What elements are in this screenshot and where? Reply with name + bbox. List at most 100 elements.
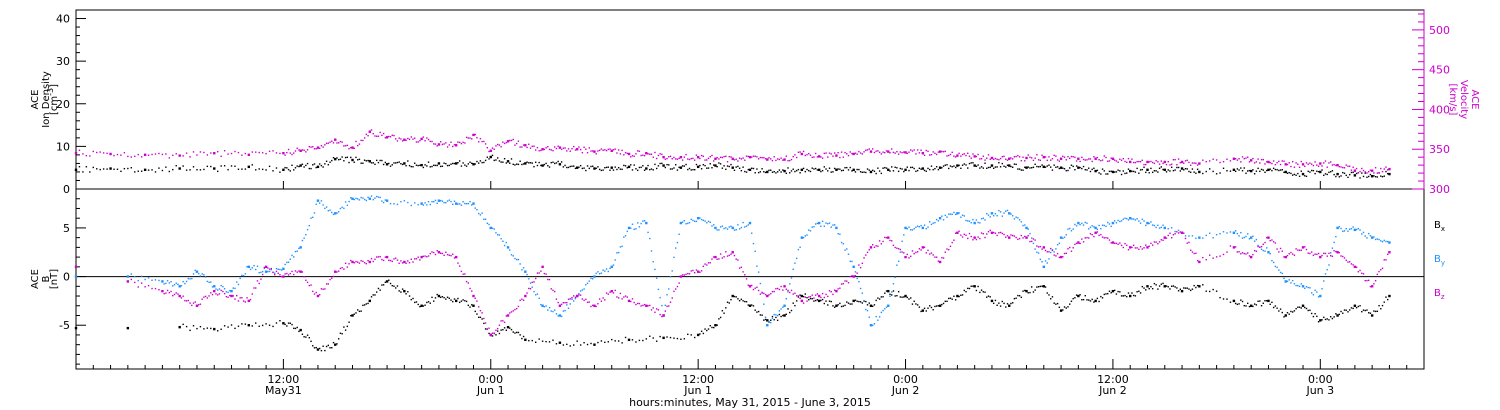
trace-dot-by xyxy=(1257,244,1259,247)
trace-dot-by xyxy=(737,224,739,226)
trace-dot-density xyxy=(711,167,713,169)
trace-dot-velocity xyxy=(564,147,566,149)
trace-dot-by xyxy=(595,272,597,275)
trace-dot-bx xyxy=(1058,306,1061,309)
trace-dot-by xyxy=(460,204,463,206)
trace-dot-bz xyxy=(782,289,784,291)
trace-dot-by xyxy=(503,244,506,247)
trace-dot-density xyxy=(261,168,264,171)
trace-dot-bz xyxy=(372,260,374,263)
trace-dot-bx xyxy=(1262,302,1264,304)
trace-dot-velocity xyxy=(814,152,817,155)
trace-dot-by xyxy=(206,280,209,283)
trace-dot-bx xyxy=(1350,307,1353,309)
trace-dot-by xyxy=(785,298,787,300)
trace-dot-bx xyxy=(1119,291,1121,293)
trace-dot-bz xyxy=(858,264,860,266)
data-point-bz xyxy=(541,265,544,269)
density-axis-title-line: Ion Density xyxy=(41,71,52,128)
trace-dot-velocity xyxy=(1342,166,1344,169)
trace-dot-by xyxy=(1373,236,1375,238)
trace-dot-bz xyxy=(626,296,628,298)
trace-dot-bx xyxy=(719,316,722,319)
trace-dot-bx xyxy=(1279,308,1282,310)
trace-dot-bz xyxy=(484,322,487,324)
trace-dot-bx xyxy=(811,297,813,300)
trace-dot-bx xyxy=(1385,296,1387,298)
trace-dot-by xyxy=(1046,262,1048,264)
trace-dot-bz xyxy=(560,303,563,306)
data-point-velocity xyxy=(541,148,544,151)
trace-dot-bz xyxy=(979,237,981,240)
trace-dot-velocity xyxy=(573,145,575,148)
trace-dot-velocity xyxy=(89,155,91,157)
trace-dot-velocity xyxy=(954,156,957,158)
data-point-bz xyxy=(558,304,562,307)
trace-dot-bz xyxy=(1266,236,1268,239)
trace-dot-bx xyxy=(927,307,929,309)
trace-dot-bz xyxy=(967,237,969,240)
trace-dot-by xyxy=(868,316,870,318)
trace-dot-bz xyxy=(884,236,886,239)
trace-dot-density xyxy=(244,168,247,170)
trace-dot-bz xyxy=(294,270,297,272)
data-point-velocity xyxy=(1388,167,1391,171)
trace-dot-velocity xyxy=(268,150,271,153)
trace-dot-bx xyxy=(363,304,366,306)
trace-dot-velocity xyxy=(82,153,84,155)
trace-dot-bx xyxy=(579,344,582,346)
data-point-velocity xyxy=(109,152,112,156)
trace-dot-velocity xyxy=(296,147,298,150)
trace-dot-bz xyxy=(1027,234,1029,237)
trace-dot-density xyxy=(923,169,926,172)
trace-dot-by xyxy=(676,241,679,244)
trace-dot-by xyxy=(598,272,601,275)
trace-dot-velocity xyxy=(1067,155,1069,158)
trace-dot-by xyxy=(535,294,537,296)
trace-dot-density xyxy=(550,161,552,164)
trace-dot-bx xyxy=(590,342,592,345)
trace-dot-velocity xyxy=(1145,163,1147,166)
trace-dot-by xyxy=(792,268,794,270)
trace-dot-bx xyxy=(1266,300,1268,302)
trace-dot-velocity xyxy=(897,153,900,155)
trace-dot-by xyxy=(1082,224,1085,226)
trace-dot-bx xyxy=(930,306,933,309)
trace-dot-density xyxy=(496,157,499,159)
trace-dot-bz xyxy=(961,236,964,238)
trace-dot-by xyxy=(624,235,627,237)
trace-dot-density xyxy=(320,164,323,167)
legend-entry-bx: Bx xyxy=(1434,220,1445,233)
trace-dot-by xyxy=(256,265,259,267)
trace-dot-bx xyxy=(821,298,824,301)
data-point-bx xyxy=(1336,314,1339,317)
data-point-density xyxy=(783,169,786,173)
data-point-by xyxy=(1301,285,1305,288)
data-point-bx xyxy=(1146,285,1149,288)
trace-dot-velocity xyxy=(398,137,400,139)
trace-dot-bx xyxy=(1362,309,1365,311)
trace-dot-velocity xyxy=(120,154,122,156)
trace-dot-density xyxy=(89,171,91,173)
trace-dot-density xyxy=(854,171,857,173)
trace-dot-bz xyxy=(759,293,762,295)
trace-dot-velocity xyxy=(1122,157,1124,160)
trace-dot-by xyxy=(579,290,582,292)
trace-dot-bz xyxy=(175,292,177,294)
trace-dot-bz xyxy=(1157,242,1159,245)
trace-dot-bx xyxy=(901,296,903,298)
trace-dot-bx xyxy=(775,316,777,319)
trace-dot-bz xyxy=(695,269,698,271)
trace-dot-by xyxy=(806,234,808,236)
trace-dot-bx xyxy=(792,302,794,304)
trace-dot-velocity xyxy=(1176,164,1178,166)
trace-dot-bx xyxy=(1088,299,1090,301)
trace-dot-by xyxy=(445,201,447,204)
trace-dot-bz xyxy=(374,258,376,261)
trace-dot-velocity xyxy=(713,160,715,162)
trace-dot-velocity xyxy=(873,151,876,154)
trace-dot-by xyxy=(329,209,331,211)
trace-dot-density xyxy=(1359,177,1361,179)
trace-dot-by xyxy=(1155,226,1157,229)
trace-dot-by xyxy=(396,203,399,206)
